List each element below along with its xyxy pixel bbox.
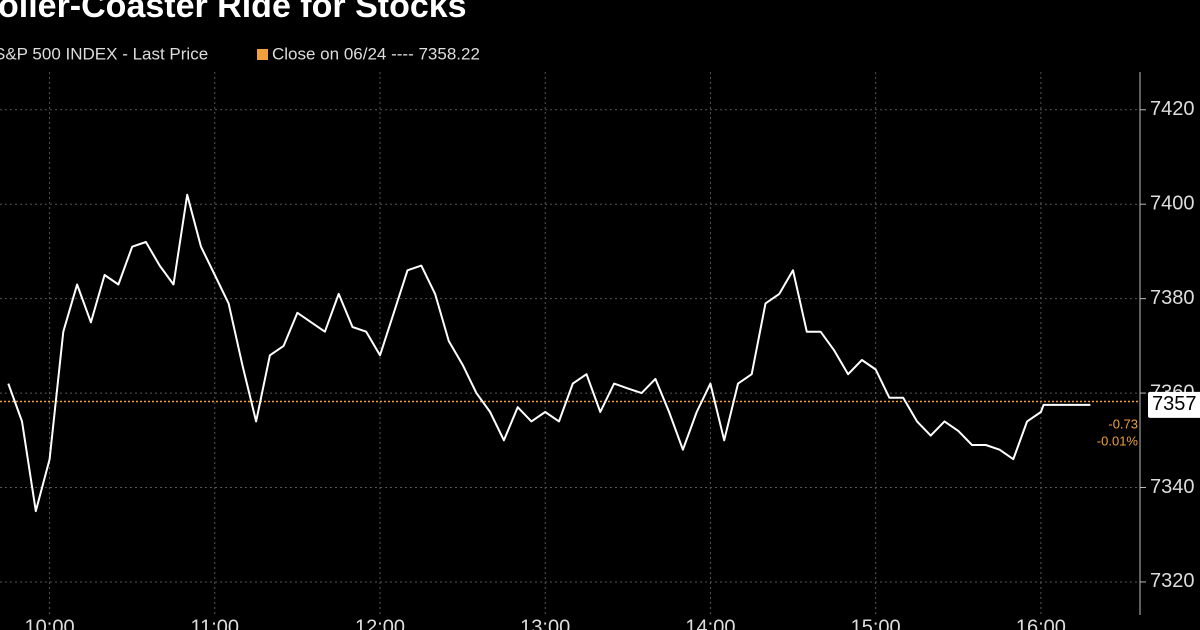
legend-swatch (257, 49, 268, 60)
x-tick-label: 13:00 (520, 616, 570, 630)
x-tick-label: 10:00 (25, 616, 75, 630)
last-price-label: 7357 (1152, 393, 1197, 415)
y-tick-label: 7380 (1150, 287, 1195, 309)
x-tick-label: 15:00 (851, 616, 901, 630)
last-price-box (1148, 391, 1200, 418)
y-tick-label: 7420 (1150, 98, 1195, 120)
x-tick-label: 14:00 (685, 616, 735, 630)
legend-entry: Close on 06/24 ---- 7358.22 (272, 44, 480, 63)
x-tick-label: 16:00 (1016, 616, 1066, 630)
change-label: -0.01% (1097, 433, 1139, 448)
legend-entry: S&P 500 INDEX - Last Price (0, 44, 208, 63)
price-line (7, 193, 1091, 513)
x-tick-label: 12:00 (355, 616, 405, 630)
y-tick-label: 7320 (1150, 570, 1195, 592)
y-tick-label: 7400 (1150, 192, 1195, 214)
chart-title: oller-Coaster Ride for Stocks (0, 0, 467, 25)
y-tick-label: 7340 (1150, 476, 1195, 498)
x-tick-label: 11:00 (190, 616, 239, 630)
change-label: -0.73 (1108, 416, 1138, 431)
